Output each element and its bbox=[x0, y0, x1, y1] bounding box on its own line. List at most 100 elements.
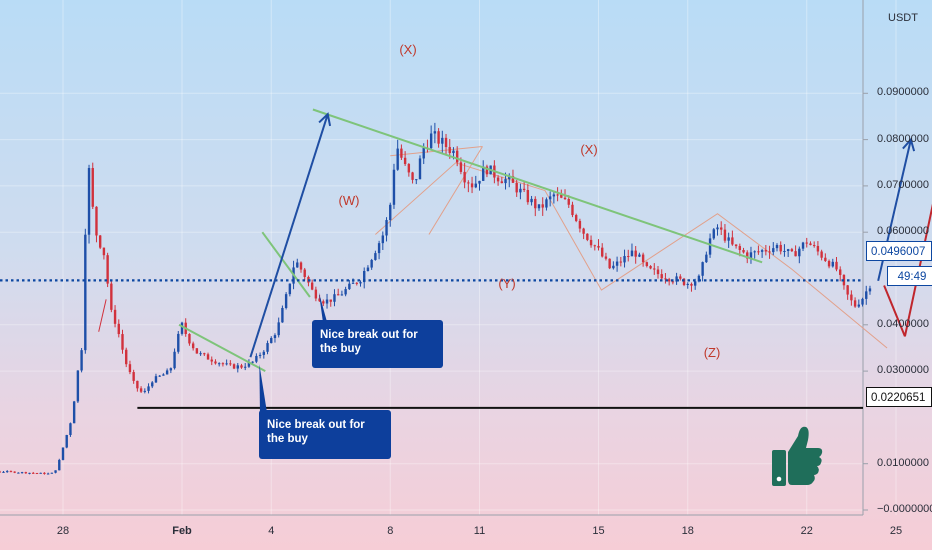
candle-body bbox=[385, 220, 388, 236]
candle-body bbox=[210, 359, 213, 362]
candle-body bbox=[601, 247, 604, 257]
candle-body bbox=[708, 238, 712, 255]
candle-body bbox=[229, 363, 232, 365]
candle-body bbox=[199, 353, 202, 355]
price-tick-label: 0.0400000 bbox=[877, 317, 929, 330]
candle-body bbox=[467, 182, 470, 184]
candle-body bbox=[697, 275, 701, 282]
candle-body bbox=[865, 291, 868, 299]
price-tick-label: 0.0600000 bbox=[877, 225, 929, 238]
candle-body bbox=[106, 255, 109, 284]
candle-body bbox=[649, 266, 652, 269]
candle-body bbox=[530, 198, 533, 203]
candle-body bbox=[783, 250, 786, 252]
candle-body bbox=[147, 386, 150, 391]
candle-body bbox=[452, 150, 455, 154]
candle-body bbox=[251, 361, 254, 363]
candle-body bbox=[627, 256, 630, 258]
candle-body bbox=[508, 176, 511, 180]
candle-body bbox=[266, 343, 269, 352]
candle-body bbox=[615, 261, 619, 266]
candle-body bbox=[798, 248, 801, 257]
candle-body bbox=[128, 364, 132, 373]
candle-body bbox=[392, 169, 396, 205]
candle-body bbox=[203, 353, 206, 355]
candle-body bbox=[712, 229, 715, 239]
candle-body bbox=[400, 148, 403, 158]
time-tick-label: 8 bbox=[387, 525, 394, 537]
candle-body bbox=[333, 294, 336, 302]
candle-body bbox=[786, 249, 790, 251]
price-tick-label: −0.0000000 bbox=[877, 503, 932, 515]
candle-body bbox=[214, 361, 217, 364]
callout-breakout-lower[interactable]: Nice break out for the buy bbox=[259, 410, 391, 459]
candle-body bbox=[541, 204, 544, 208]
candle-body bbox=[351, 282, 355, 284]
candle-body bbox=[589, 239, 593, 246]
candle-body bbox=[444, 137, 448, 148]
candle-body bbox=[448, 147, 451, 154]
candle-body bbox=[716, 227, 719, 230]
wave-label-x2: (X) bbox=[580, 142, 598, 157]
candle-body bbox=[158, 375, 161, 377]
candle-body bbox=[359, 282, 362, 284]
candle-body bbox=[310, 282, 314, 290]
candle-body bbox=[634, 250, 637, 257]
trendline-breakout bbox=[261, 231, 311, 298]
candle-body bbox=[537, 204, 541, 209]
candle-body bbox=[72, 401, 76, 424]
candle-body bbox=[794, 251, 797, 257]
candle-body bbox=[522, 188, 526, 191]
price-axis[interactable]: 0.0900000 0.0800000 0.0700000 0.0600000 0.04… bbox=[863, 0, 932, 515]
candle-body bbox=[262, 351, 266, 355]
candle-body bbox=[162, 374, 165, 376]
candle-body bbox=[363, 270, 366, 283]
candle-body bbox=[407, 164, 411, 173]
candle-body bbox=[296, 262, 299, 268]
candle-body bbox=[437, 131, 440, 144]
wave-label-y: (Y) bbox=[498, 276, 516, 291]
candle-body bbox=[586, 233, 589, 240]
candle-body bbox=[846, 285, 849, 295]
candle-body bbox=[868, 288, 872, 292]
candle-body bbox=[727, 237, 730, 241]
candle-body bbox=[98, 235, 102, 248]
candle-body bbox=[690, 283, 693, 286]
candle-body bbox=[612, 265, 615, 269]
candle-body bbox=[693, 281, 697, 286]
candle-body bbox=[812, 245, 816, 247]
candle-body bbox=[50, 472, 54, 474]
candle-body bbox=[500, 181, 504, 184]
candle-body bbox=[24, 472, 28, 474]
candle-body bbox=[336, 294, 340, 296]
candle-body bbox=[340, 294, 344, 296]
candle-body bbox=[389, 204, 392, 221]
candle-body bbox=[857, 304, 861, 307]
callout-breakout-upper[interactable]: Nice break out for the buy bbox=[312, 320, 443, 368]
candles bbox=[0, 122, 872, 475]
candle-body bbox=[790, 249, 794, 252]
candle-body bbox=[61, 447, 65, 460]
candle-body bbox=[255, 355, 258, 362]
candle-body bbox=[749, 252, 753, 259]
candle-body bbox=[578, 220, 582, 229]
candle-body bbox=[217, 363, 221, 365]
candle-body bbox=[180, 322, 184, 334]
candle-body bbox=[2, 471, 5, 473]
candle-body bbox=[173, 351, 176, 369]
candle-body bbox=[87, 168, 91, 235]
candle-body bbox=[17, 472, 20, 474]
candle-body bbox=[671, 281, 675, 283]
candle-body bbox=[779, 244, 782, 252]
candle-body bbox=[113, 309, 117, 324]
candle-body bbox=[13, 471, 16, 473]
candle-body bbox=[232, 364, 236, 369]
candle-body bbox=[348, 283, 351, 290]
candle-body bbox=[415, 179, 418, 181]
wave-label-w: (W) bbox=[338, 193, 360, 208]
candle-body bbox=[816, 245, 820, 252]
candle-body bbox=[556, 194, 559, 196]
support-price-tag: 0.0220651 bbox=[866, 387, 932, 407]
candle-body bbox=[188, 333, 191, 344]
